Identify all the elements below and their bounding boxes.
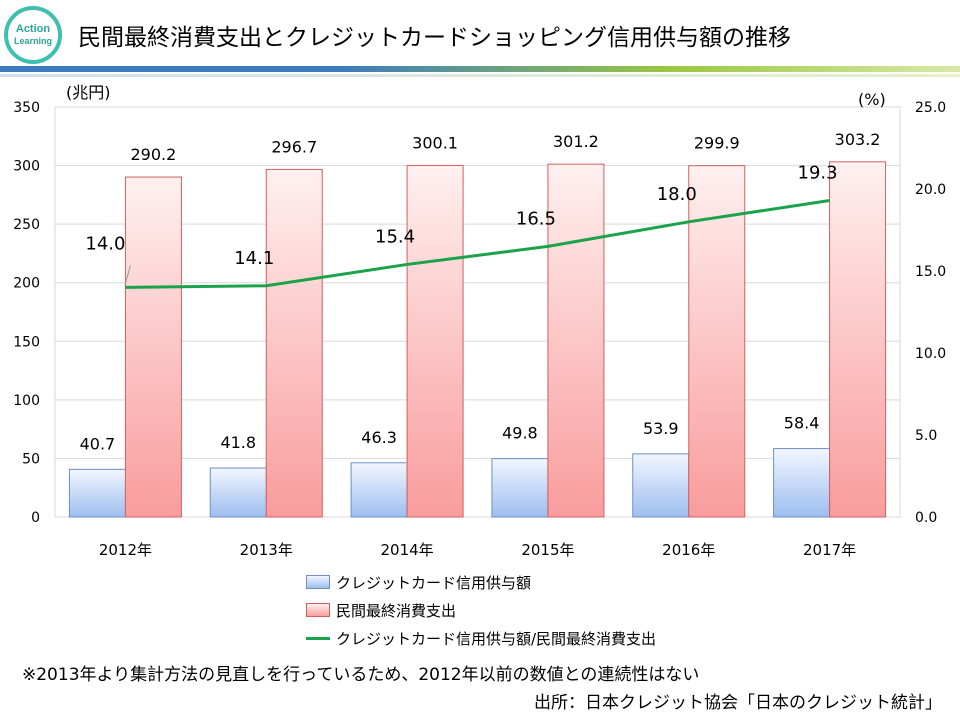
right-tick-label: 5.0 (915, 428, 937, 444)
bar-credit-label: 58.4 (784, 414, 820, 433)
left-tick-label: 0 (31, 510, 40, 526)
legend-item-consumption: 民間最終消費支出 (306, 596, 656, 624)
bar-credit (491, 458, 549, 518)
bar-consumption (688, 165, 746, 518)
bar-credit (209, 467, 267, 518)
left-axis-unit: (兆円) (66, 83, 111, 102)
action-learning-logo: Action Learning (4, 6, 62, 64)
left-tick-label: 250 (13, 217, 40, 233)
legend-swatch-line (306, 636, 330, 640)
legend-item-ratio: クレジットカード信用供与額/民間最終消費支出 (306, 624, 656, 652)
legend-label-credit: クレジットカード信用供与額 (336, 573, 532, 592)
bar-consumption (124, 176, 182, 518)
left-tick-label: 300 (13, 159, 40, 175)
page-title: 民間最終消費支出とクレジットカードショッピング信用供与額の推移 (78, 25, 791, 51)
bar-credit-label: 41.8 (220, 433, 256, 452)
category-label: 2013年 (240, 541, 293, 559)
ratio-label: 14.0 (85, 233, 125, 254)
ratio-label: 14.1 (234, 248, 274, 269)
bar-credit (773, 448, 831, 518)
footnote: ※2013年より集計方法の見直しを行っているため、2012年以前の数値との連続性… (22, 665, 700, 685)
bar-consumption-label: 299.9 (694, 134, 740, 153)
bar-credit-label: 40.7 (80, 434, 116, 453)
left-tick-label: 50 (22, 451, 40, 467)
ratio-line (125, 198, 830, 289)
label-leader-line (124, 265, 131, 284)
logo-line1: Action (15, 23, 51, 35)
ratio-label: 18.0 (657, 184, 697, 205)
legend-swatch-blue (306, 575, 330, 589)
left-tick-label: 200 (13, 276, 40, 292)
bar-consumption (265, 168, 323, 518)
combo-chart: 0 50 100 150 200 250 300 350 0.0 5.0 10.0 15.0 20.0 2… (13, 83, 946, 559)
right-tick-label: 15.0 (915, 264, 946, 280)
ratio-label: 15.4 (375, 226, 415, 247)
right-tick-label: 10.0 (915, 346, 946, 362)
right-axis-unit: (%) (858, 90, 886, 109)
legend-item-credit: クレジットカード信用供与額 (306, 568, 656, 596)
chart-legend: クレジットカード信用供与額 民間最終消費支出 クレジットカード信用供与額/民間最… (306, 568, 656, 652)
left-tick-label: 150 (13, 334, 40, 350)
bar-credit (632, 453, 690, 518)
category-label: 2014年 (380, 541, 433, 559)
bar-consumption-label: 300.1 (412, 133, 458, 152)
right-tick-label: 20.0 (915, 182, 946, 198)
bar-consumption-label: 296.7 (271, 137, 317, 156)
ratio-label: 19.3 (798, 162, 838, 183)
header: Action Learning 民間最終消費支出とクレジットカードショッピング信… (0, 0, 960, 80)
ratio-label: 16.5 (516, 208, 556, 229)
category-label: 2015年 (521, 541, 574, 559)
legend-label-consumption: 民間最終消費支出 (336, 601, 457, 620)
bar-consumption-label: 301.2 (553, 132, 599, 151)
logo-line2: Learning (13, 36, 52, 46)
bar-consumption-label: 290.2 (131, 145, 177, 164)
bar-consumption-label: 303.2 (835, 130, 881, 149)
bar-credit (68, 468, 126, 518)
header-divider (0, 66, 960, 72)
left-tick-label: 350 (13, 100, 40, 116)
right-tick-label: 0.0 (915, 510, 937, 526)
bar-consumption (829, 161, 887, 518)
source-citation: 出所：日本クレジット協会「日本のクレジット統計」 (534, 693, 942, 713)
bar-consumption (406, 164, 464, 518)
right-tick-label: 25.0 (915, 100, 946, 116)
bar-credit-label: 46.3 (361, 428, 397, 447)
category-label: 2016年 (662, 541, 715, 559)
left-tick-label: 100 (13, 393, 40, 409)
plot-area (54, 106, 901, 518)
bar-credit (350, 462, 408, 518)
bar-credit-label: 49.8 (502, 424, 538, 443)
category-label: 2017年 (803, 541, 856, 559)
legend-swatch-red (306, 603, 330, 617)
category-label: 2012年 (99, 541, 152, 559)
bar-consumption (547, 163, 605, 518)
header-divider-light (0, 74, 960, 77)
legend-label-ratio: クレジットカード信用供与額/民間最終消費支出 (336, 629, 657, 648)
bar-credit-label: 53.9 (643, 419, 679, 438)
